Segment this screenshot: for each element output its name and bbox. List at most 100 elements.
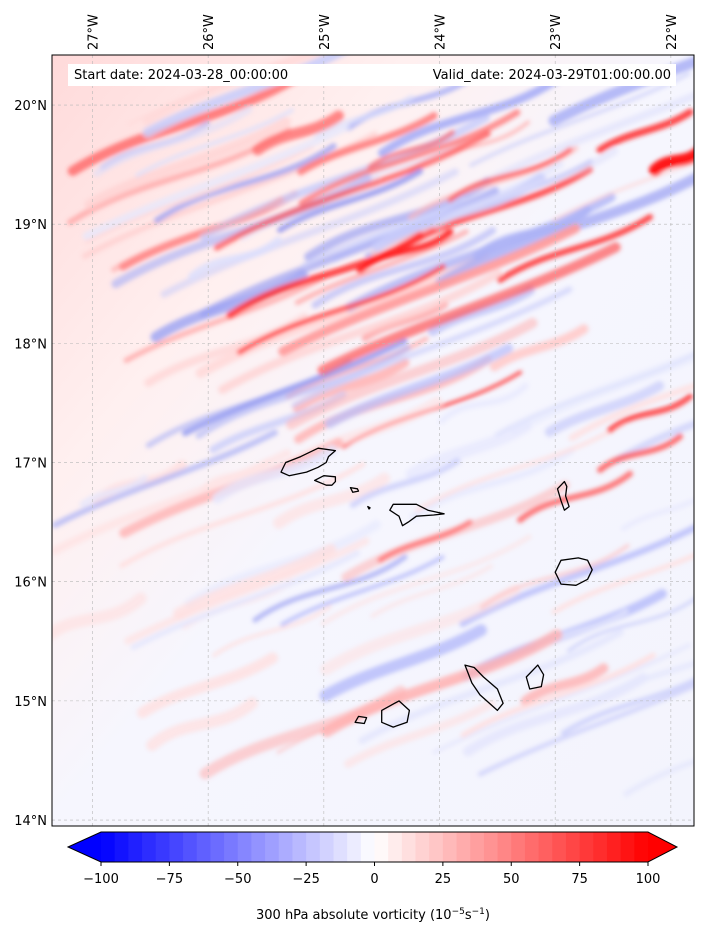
vorticity-band bbox=[52, 592, 147, 640]
vorticity-band bbox=[84, 117, 291, 211]
colorbar-label: 300 hPa absolute vorticity (10−5s−1) bbox=[256, 907, 490, 923]
vorticity-band bbox=[349, 457, 461, 509]
colorbar-step bbox=[210, 832, 225, 862]
vorticity-band bbox=[510, 351, 694, 435]
island-coastline bbox=[313, 475, 337, 486]
colorbar-step bbox=[347, 832, 362, 862]
colorbar-max-extend-arrow bbox=[648, 832, 677, 862]
vorticity-map bbox=[52, 55, 694, 826]
vorticity-band bbox=[84, 145, 314, 244]
vorticity-band bbox=[173, 544, 337, 620]
vorticity-band bbox=[447, 147, 573, 203]
vorticity-band bbox=[252, 554, 408, 623]
vorticity-band bbox=[321, 629, 563, 738]
colorbar-step bbox=[374, 832, 389, 862]
colorbar-step bbox=[333, 832, 348, 862]
latitude-tick-labels: 20°N 19°N 18°N 17°N 16°N 15°N 14°N bbox=[14, 99, 47, 829]
colorbar-step bbox=[401, 832, 417, 862]
colorbar-steps bbox=[101, 832, 649, 862]
vorticity-band bbox=[623, 758, 694, 797]
island-coastline bbox=[354, 715, 368, 725]
vorticity-band bbox=[459, 524, 694, 628]
vorticity-band bbox=[146, 697, 258, 751]
vorticity-band bbox=[607, 393, 693, 433]
vorticity-band bbox=[596, 108, 694, 154]
vorticity-band bbox=[286, 317, 538, 430]
vorticity-band bbox=[427, 285, 535, 336]
vorticity-band bbox=[344, 699, 496, 768]
vorticity-band bbox=[367, 129, 456, 170]
colorbar-step bbox=[278, 832, 293, 862]
vorticity-band bbox=[319, 624, 487, 702]
longitude-tick-label: 22°W bbox=[665, 14, 680, 50]
vorticity-band bbox=[226, 231, 424, 319]
island-coastline bbox=[554, 557, 593, 586]
vorticity-band bbox=[298, 109, 521, 207]
vorticity-band bbox=[477, 683, 694, 777]
vorticity-band bbox=[236, 264, 446, 355]
longitude-tick-label: 25°W bbox=[318, 14, 333, 50]
vorticity-band bbox=[520, 663, 609, 706]
latitude-tick-label: 19°N bbox=[14, 218, 47, 233]
vorticity-band bbox=[184, 520, 381, 608]
vorticity-band bbox=[344, 192, 616, 312]
colorbar-step bbox=[196, 832, 211, 862]
vorticity-band bbox=[297, 112, 438, 176]
map-frame bbox=[51, 54, 695, 827]
colorbar-tick-label: −25 bbox=[292, 872, 319, 887]
vorticity-band bbox=[273, 472, 391, 529]
island-coastline bbox=[381, 700, 411, 728]
vorticity-band bbox=[195, 344, 411, 439]
latitude-tick-label: 14°N bbox=[14, 814, 47, 829]
vorticity-band bbox=[212, 444, 338, 504]
vorticity-band bbox=[560, 677, 694, 736]
island-coastline bbox=[280, 447, 337, 477]
vorticity-band bbox=[649, 148, 694, 176]
vorticity-band bbox=[252, 110, 344, 156]
coastlines bbox=[280, 447, 593, 728]
vorticity-band bbox=[195, 248, 490, 378]
vorticity-band bbox=[130, 550, 360, 650]
vorticity-band bbox=[405, 420, 532, 480]
colorbar-step bbox=[114, 832, 129, 862]
colorbar-tick-label: 25 bbox=[435, 872, 452, 887]
colorbar-step bbox=[442, 832, 458, 862]
colorbar-step bbox=[237, 832, 252, 862]
vorticity-band bbox=[135, 108, 294, 178]
colorbar-tick-label: 75 bbox=[571, 872, 588, 887]
date-info-box bbox=[68, 64, 676, 86]
vorticity-band bbox=[124, 537, 370, 645]
vorticity-band bbox=[82, 123, 350, 241]
vorticity-band bbox=[67, 71, 303, 176]
island-coastline bbox=[525, 664, 545, 690]
vorticity-band bbox=[433, 147, 619, 230]
map-gridlines bbox=[52, 55, 694, 826]
vorticity-band bbox=[361, 301, 449, 342]
vorticity-band bbox=[310, 136, 467, 205]
vorticity-band bbox=[460, 652, 656, 738]
vorticity-band bbox=[551, 553, 694, 615]
vorticity-band bbox=[142, 55, 345, 138]
vorticity-band bbox=[320, 534, 532, 626]
vorticity-band bbox=[311, 226, 497, 309]
vorticity-band bbox=[123, 274, 327, 364]
vorticity-band bbox=[93, 105, 253, 177]
vorticity-band bbox=[552, 160, 694, 222]
colorbar-step bbox=[565, 832, 581, 862]
vorticity-band bbox=[137, 652, 279, 719]
vorticity-band bbox=[218, 269, 503, 394]
vorticity-band bbox=[291, 286, 573, 408]
vorticity-band bbox=[324, 343, 514, 429]
colorbar-step bbox=[483, 832, 499, 862]
colorbar-step bbox=[265, 832, 280, 862]
colorbar-tick-label: 0 bbox=[370, 872, 378, 887]
vorticity-band bbox=[181, 337, 408, 437]
vorticity-band bbox=[582, 660, 694, 709]
vorticity-band bbox=[438, 382, 529, 425]
longitude-tick-label: 24°W bbox=[434, 14, 449, 50]
vorticity-band bbox=[292, 358, 410, 413]
colorbar-step bbox=[306, 832, 321, 862]
valid-date-label: Valid_date: 2024-03-29T01:00:00.00 bbox=[433, 68, 671, 83]
colorbar-step bbox=[593, 832, 608, 862]
vorticity-band bbox=[621, 497, 694, 531]
